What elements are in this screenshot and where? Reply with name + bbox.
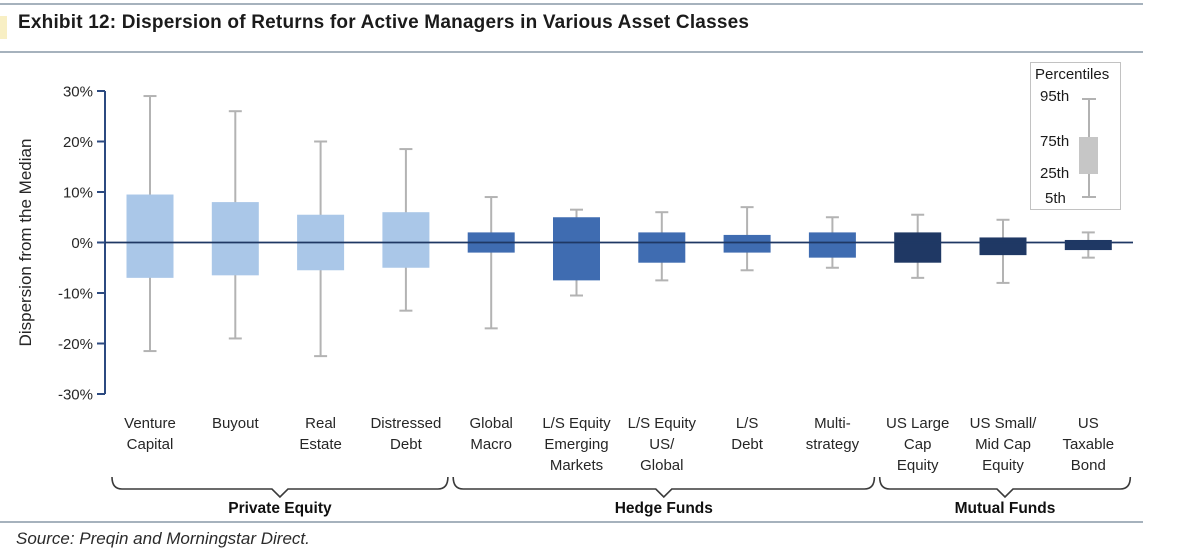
- title-accent-square: [0, 16, 7, 39]
- group-label: Private Equity: [228, 500, 332, 517]
- category-label: Global: [470, 415, 513, 432]
- iqr-box: [126, 194, 174, 278]
- group-label: Mutual Funds: [955, 500, 1056, 517]
- category-label: Debt: [731, 436, 764, 453]
- legend-label-95th: 95th: [1040, 88, 1070, 105]
- category-label: Capital: [127, 436, 174, 453]
- title-underline: [0, 51, 1143, 53]
- y-tick-label: -20%: [58, 336, 93, 353]
- y-tick-label: -30%: [58, 387, 93, 404]
- category-label: strategy: [806, 436, 860, 453]
- category-label: Equity: [897, 457, 939, 474]
- percentiles-legend: Percentiles 95th 75th 25th 5th: [1030, 62, 1121, 210]
- y-tick-label: 20%: [63, 134, 93, 151]
- iqr-box: [894, 232, 942, 263]
- y-tick-label: -10%: [58, 286, 93, 303]
- category-label: L/S Equity: [628, 415, 697, 432]
- category-label: US Small/: [970, 415, 1038, 432]
- legend-boxplot-glyph-icon: [1079, 98, 1098, 198]
- iqr-box: [808, 232, 856, 258]
- iqr-box: [553, 217, 600, 281]
- category-label: Bond: [1071, 457, 1106, 474]
- category-label: Macro: [470, 436, 512, 453]
- legend-label-75th: 75th: [1040, 133, 1070, 150]
- group-bracket: [878, 476, 1132, 499]
- iqr-box: [382, 212, 430, 268]
- category-label: Buyout: [212, 415, 260, 432]
- iqr-box: [638, 232, 686, 263]
- iqr-box: [979, 237, 1027, 256]
- legend-title: Percentiles: [1035, 66, 1110, 83]
- category-label: Mid Cap: [975, 436, 1031, 453]
- category-label: US: [1078, 415, 1099, 432]
- category-label: Global: [640, 457, 683, 474]
- category-label: L/S: [736, 415, 759, 432]
- y-axis-title: Dispersion from the Median: [16, 139, 35, 347]
- group-bracket: [111, 476, 449, 499]
- iqr-box: [723, 234, 771, 253]
- category-label: Markets: [550, 457, 603, 474]
- bottom-border-line: [0, 521, 1143, 523]
- group-bracket: [452, 476, 876, 499]
- category-label: Taxable: [1062, 436, 1114, 453]
- category-label: Venture: [124, 415, 176, 432]
- legend-label-5th: 5th: [1045, 190, 1066, 207]
- category-label: Multi-: [814, 415, 851, 432]
- y-tick-label: 10%: [63, 185, 93, 202]
- category-label: Equity: [982, 457, 1024, 474]
- category-label: L/S Equity: [542, 415, 611, 432]
- category-label: Real: [305, 415, 336, 432]
- iqr-box: [1064, 239, 1112, 251]
- category-label: Emerging: [544, 436, 608, 453]
- category-label: Distressed: [370, 415, 441, 432]
- top-border-line: [0, 3, 1143, 5]
- y-tick-label: 0%: [71, 235, 93, 252]
- source-note: Source: Preqin and Morningstar Direct.: [16, 529, 310, 548]
- category-label: Debt: [390, 436, 423, 453]
- legend-iqr-box: [1079, 137, 1098, 174]
- category-label: Cap: [904, 436, 932, 453]
- iqr-box: [211, 202, 259, 276]
- group-label: Hedge Funds: [615, 500, 713, 517]
- category-label: US/: [649, 436, 675, 453]
- y-tick-label: 30%: [63, 84, 93, 101]
- legend-label-25th: 25th: [1040, 165, 1070, 182]
- exhibit-title: Exhibit 12: Dispersion of Returns for Ac…: [18, 12, 750, 33]
- category-label: US Large: [886, 415, 949, 432]
- category-label: Estate: [299, 436, 342, 453]
